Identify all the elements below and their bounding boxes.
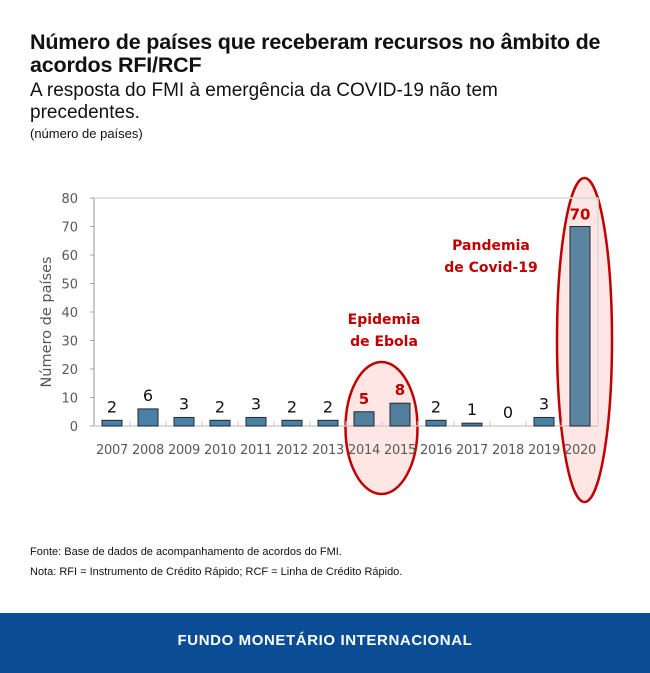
annotation-label: Pandemia de Covid-19	[444, 238, 538, 276]
bar-2011	[245, 416, 267, 427]
bar-2014	[353, 411, 375, 427]
y-tick-label: 30	[61, 335, 78, 350]
data-label: 3	[539, 394, 549, 413]
bar-2019	[533, 416, 555, 427]
bar-2013	[317, 419, 339, 427]
x-tick-label: 2015	[384, 443, 416, 458]
brand-name: FUNDO MONETÁRIO INTERNACIONAL	[177, 632, 473, 649]
y-axis-ticks: 0 10 20 30 40 50 60 70 80	[61, 192, 94, 435]
annotation-line-1: Epidemia	[348, 312, 421, 328]
annotation-line-1: Pandemia	[452, 238, 530, 254]
annotation-line-2: de Covid-19	[444, 260, 538, 276]
x-tick-label: 2020	[564, 443, 596, 458]
y-tick-label: 40	[61, 306, 78, 321]
x-tick-label: 2009	[168, 443, 200, 458]
x-tick-label: 2018	[492, 443, 524, 458]
data-label: 8	[395, 381, 405, 399]
x-tick-label: 2013	[312, 443, 344, 458]
plot-frame	[93, 197, 599, 427]
bar-2020	[569, 226, 591, 427]
y-tick-label: 70	[61, 221, 78, 236]
data-label: 3	[179, 394, 189, 413]
data-label: 1	[467, 400, 477, 419]
bar-2010	[209, 419, 231, 427]
bar-2015	[389, 402, 411, 427]
x-tick-label: 2019	[528, 443, 560, 458]
data-label: 70	[570, 206, 591, 224]
footnote: Nota: RFI = Instrumento de Crédito Rápid…	[30, 566, 403, 578]
x-tick-label: 2012	[276, 443, 308, 458]
bar-2009	[173, 416, 195, 427]
data-label: 3	[251, 394, 261, 413]
data-label: 2	[323, 397, 333, 416]
ebola-ellipse	[344, 360, 419, 496]
x-tick-label: 2014	[348, 443, 380, 458]
annotations: Epidemia de Ebola Pandemia de Covid-19	[348, 238, 538, 350]
data-label: 2	[287, 397, 297, 416]
bars	[101, 226, 591, 427]
data-label: 2	[431, 397, 441, 416]
data-label: 2	[215, 397, 225, 416]
bar-2007	[101, 419, 123, 427]
bar-2008	[137, 408, 159, 427]
y-tick-label: 0	[70, 420, 78, 435]
x-tick-label: 2011	[240, 443, 272, 458]
data-label: 5	[359, 390, 369, 408]
data-label: 2	[107, 397, 117, 416]
data-label: 0	[503, 403, 513, 422]
x-tick-label: 2016	[420, 443, 452, 458]
x-tick-label: 2010	[204, 443, 236, 458]
chart-subtitle: A resposta do FMI à emergência da COVID-…	[30, 80, 498, 123]
y-tick-label: 50	[61, 278, 78, 293]
y-tick-label: 20	[61, 363, 78, 378]
bar-2012	[281, 419, 303, 427]
x-tick-label: 2008	[132, 443, 164, 458]
source-note: Fonte: Base de dados de acompanhamento d…	[30, 546, 342, 558]
y-tick-label: 60	[61, 249, 78, 264]
chart-title: Número de países que receberam recursos …	[30, 30, 601, 77]
y-tick-label: 10	[61, 392, 78, 407]
x-tick-label: 2007	[96, 443, 128, 458]
y-axis-title: Número de países	[39, 256, 55, 387]
x-tick-label: 2017	[456, 443, 488, 458]
units-label: (número de países)	[30, 126, 143, 141]
bar-2017	[461, 422, 483, 427]
footer-banner: FUNDO MONETÁRIO INTERNACIONAL	[0, 613, 650, 673]
data-label: 6	[143, 386, 153, 405]
annotation-line-2: de Ebola	[350, 334, 418, 350]
value-labels: 2 6 3 2 3 2 2 5 8 2 1 0 3 70	[107, 206, 591, 423]
annotation-label: Epidemia de Ebola	[348, 312, 421, 350]
x-axis-labels: 2007 2008 2009 2010 2011 2012 2013 2014 2015 2016…	[96, 443, 596, 458]
bar-2016	[425, 419, 447, 427]
y-tick-label: 80	[61, 192, 78, 207]
